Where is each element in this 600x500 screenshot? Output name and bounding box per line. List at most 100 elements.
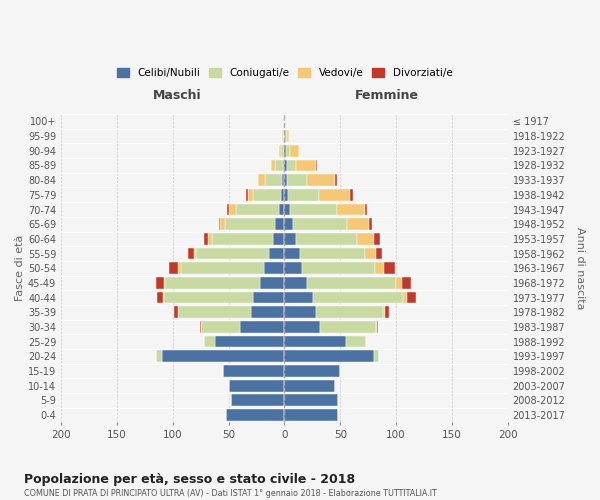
Bar <box>302 262 375 274</box>
Bar <box>377 321 378 333</box>
Bar <box>227 204 229 216</box>
Bar <box>208 233 212 244</box>
Bar <box>287 130 289 142</box>
Bar <box>215 336 284 347</box>
Bar <box>283 130 284 142</box>
Bar <box>384 262 395 274</box>
Bar <box>284 409 338 421</box>
Bar <box>225 218 275 230</box>
Bar <box>253 292 284 304</box>
Bar <box>316 160 317 172</box>
Bar <box>293 218 347 230</box>
Bar <box>290 145 299 156</box>
Bar <box>284 394 338 406</box>
Text: Maschi: Maschi <box>153 89 202 102</box>
Bar <box>178 262 181 274</box>
Bar <box>290 204 337 216</box>
Bar <box>200 321 240 333</box>
Bar <box>284 174 287 186</box>
Bar <box>273 233 284 244</box>
Bar <box>282 130 283 142</box>
Bar <box>247 189 248 200</box>
Bar <box>284 145 286 156</box>
Bar <box>164 277 165 289</box>
Bar <box>346 336 366 347</box>
Bar <box>212 233 273 244</box>
Bar <box>284 262 302 274</box>
Text: COMUNE DI PRATA DI PRINCIPATO ULTRA (AV) - Dati ISTAT 1° gennaio 2018 - Elaboraz: COMUNE DI PRATA DI PRINCIPATO ULTRA (AV)… <box>24 489 437 498</box>
Bar <box>385 306 389 318</box>
Bar <box>307 174 335 186</box>
Bar <box>284 365 340 377</box>
Bar <box>284 350 374 362</box>
Bar <box>269 248 284 260</box>
Bar <box>376 321 377 333</box>
Bar <box>284 233 296 244</box>
Bar <box>403 292 407 304</box>
Bar <box>375 262 384 274</box>
Bar <box>283 160 284 172</box>
Bar <box>350 189 353 200</box>
Bar <box>275 160 283 172</box>
Bar <box>279 145 281 156</box>
Bar <box>265 262 284 274</box>
Text: Femmine: Femmine <box>355 89 419 102</box>
Bar <box>374 233 380 244</box>
Bar <box>231 394 284 406</box>
Bar <box>165 277 260 289</box>
Bar <box>284 292 313 304</box>
Bar <box>181 262 265 274</box>
Bar <box>265 174 282 186</box>
Bar <box>335 174 337 186</box>
Bar <box>240 321 284 333</box>
Bar <box>279 204 284 216</box>
Bar <box>370 218 371 230</box>
Bar <box>157 292 163 304</box>
Bar <box>223 365 284 377</box>
Bar <box>284 306 316 318</box>
Bar <box>284 189 288 200</box>
Bar <box>383 306 385 318</box>
Bar <box>300 248 365 260</box>
Text: Popolazione per età, sesso e stato civile - 2018: Popolazione per età, sesso e stato civil… <box>24 472 355 486</box>
Bar <box>284 336 346 347</box>
Bar <box>156 277 164 289</box>
Bar <box>365 248 376 260</box>
Bar <box>271 160 275 172</box>
Bar <box>248 189 253 200</box>
Bar <box>178 306 251 318</box>
Bar <box>284 130 287 142</box>
Bar <box>253 189 281 200</box>
Bar <box>320 321 376 333</box>
Bar <box>194 248 196 260</box>
Bar <box>296 233 357 244</box>
Bar <box>286 145 290 156</box>
Bar <box>229 204 236 216</box>
Y-axis label: Fasce di età: Fasce di età <box>15 235 25 302</box>
Bar <box>218 218 220 230</box>
Bar <box>226 409 284 421</box>
Bar <box>204 336 215 347</box>
Bar <box>407 292 416 304</box>
Bar <box>174 306 178 318</box>
Bar <box>347 218 370 230</box>
Bar <box>288 189 319 200</box>
Bar <box>220 218 225 230</box>
Bar <box>169 262 178 274</box>
Bar <box>229 380 284 392</box>
Bar <box>282 174 284 186</box>
Bar <box>156 350 161 362</box>
Bar <box>161 350 284 362</box>
Bar <box>163 292 164 304</box>
Bar <box>402 277 410 289</box>
Bar <box>281 189 284 200</box>
Bar <box>281 145 284 156</box>
Bar <box>316 306 383 318</box>
Bar <box>365 204 367 216</box>
Bar <box>307 277 396 289</box>
Legend: Celibi/Nubili, Coniugati/e, Vedovi/e, Divorziati/e: Celibi/Nubili, Coniugati/e, Vedovi/e, Di… <box>112 64 457 82</box>
Bar <box>204 233 208 244</box>
Y-axis label: Anni di nascita: Anni di nascita <box>575 227 585 310</box>
Bar <box>260 277 284 289</box>
Bar <box>376 248 382 260</box>
